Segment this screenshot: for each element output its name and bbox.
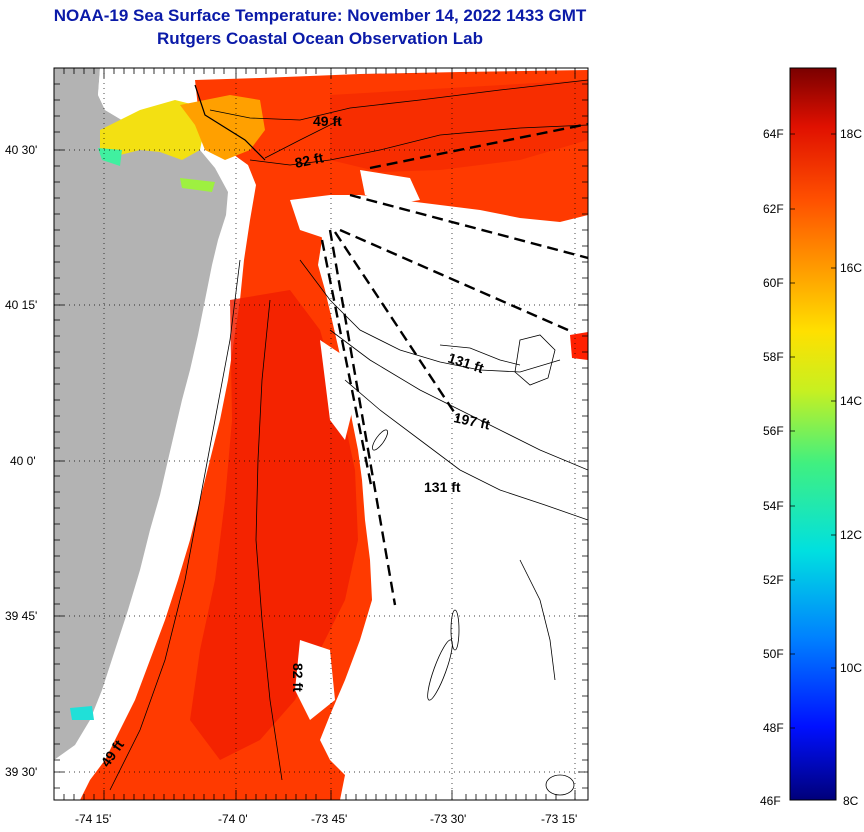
map-subtitle: Rutgers Coastal Ocean Observation Lab	[157, 29, 483, 48]
lat-label-40-15: 40 15'	[5, 298, 38, 312]
contour-131ft-south	[344, 379, 588, 521]
map-title: NOAA-19 Sea Surface Temperature: Novembe…	[53, 6, 587, 25]
shoal-3	[371, 429, 389, 451]
sandy-hook-line	[264, 119, 341, 159]
colorbar-f-54: 54F	[763, 499, 784, 513]
map-frame	[53, 67, 589, 801]
colorbar-ticks	[790, 133, 836, 729]
map-area	[54, 68, 588, 800]
transect-6	[320, 239, 374, 491]
sst-cyan-patch-2	[70, 706, 94, 720]
contour-197ft	[329, 329, 588, 471]
contour-49ft-north	[209, 79, 588, 121]
depth-label-82ft-south: 82 ft	[290, 663, 306, 692]
colorbar-f-50: 50F	[763, 647, 784, 661]
transect-5	[328, 229, 397, 606]
contour-82ft-south	[255, 299, 283, 781]
colorbar-c-8: 8C	[843, 794, 859, 808]
colorbar-f-58: 58F	[763, 350, 784, 364]
shoal-2	[450, 609, 460, 651]
lon-label-74-0: -74 0'	[218, 812, 248, 826]
axis-ticks	[54, 68, 588, 800]
colorbar-c-10: 10C	[840, 661, 863, 675]
colorbar-f-56: 56F	[763, 424, 784, 438]
depth-label-82ft-north: 82 ft	[293, 149, 325, 171]
contour-wiggle-1	[439, 344, 521, 366]
colorbar	[789, 67, 837, 801]
lat-label-40-0: 40 0'	[10, 454, 36, 468]
cloud-gap-2	[360, 170, 420, 205]
shelf-contour-east	[514, 334, 556, 386]
colorbar-f-60: 60F	[763, 276, 784, 290]
transect-3	[339, 228, 569, 332]
colorbar-c-12: 12C	[840, 528, 863, 542]
sst-cyan-patch-1	[98, 148, 122, 166]
red-blob-east	[570, 332, 588, 360]
lat-label-39-30: 39 30'	[5, 765, 38, 779]
lon-label-73-45: -73 45'	[311, 812, 348, 826]
shoal-4	[545, 774, 575, 796]
transect-1	[369, 122, 588, 170]
sst-green-patch	[180, 178, 215, 192]
transect-2	[349, 193, 588, 260]
colorbar-f-64: 64F	[763, 127, 784, 141]
shoal-1	[427, 639, 453, 701]
transect-4	[333, 231, 460, 419]
sst-yellow-patch	[100, 100, 205, 160]
colorbar-f-62: 62F	[763, 202, 784, 216]
cloud-gap-3	[295, 640, 335, 720]
colorbar-c-16: 16C	[840, 261, 863, 275]
lat-label-40-30: 40 30'	[5, 143, 38, 157]
land-new-jersey	[54, 68, 228, 760]
depth-label-131ft-south: 131 ft	[424, 479, 461, 495]
lon-label-73-15: -73 15'	[541, 812, 578, 826]
lon-label-74-15: -74 15'	[75, 812, 112, 826]
contour-49ft-south	[109, 259, 241, 791]
depth-label-131ft-east: 131 ft	[446, 350, 486, 377]
depth-label-49ft-north: 49 ft	[313, 113, 342, 129]
sst-hot-patch-1	[190, 290, 358, 760]
cloud-gap-1	[290, 195, 440, 262]
colorbar-c-18: 18C	[840, 127, 863, 141]
contour-wiggle-2	[519, 559, 556, 681]
colorbar-f-52: 52F	[763, 573, 784, 587]
colorbar-f-48: 48F	[763, 721, 784, 735]
depth-label-197ft: 197 ft	[452, 409, 491, 432]
colorbar-c-14: 14C	[840, 394, 863, 408]
lon-label-73-30: -73 30'	[430, 812, 467, 826]
colorbar-f-46: 46F	[760, 794, 781, 808]
lat-label-39-45: 39 45'	[5, 609, 38, 623]
sst-orange-patch	[180, 95, 265, 160]
